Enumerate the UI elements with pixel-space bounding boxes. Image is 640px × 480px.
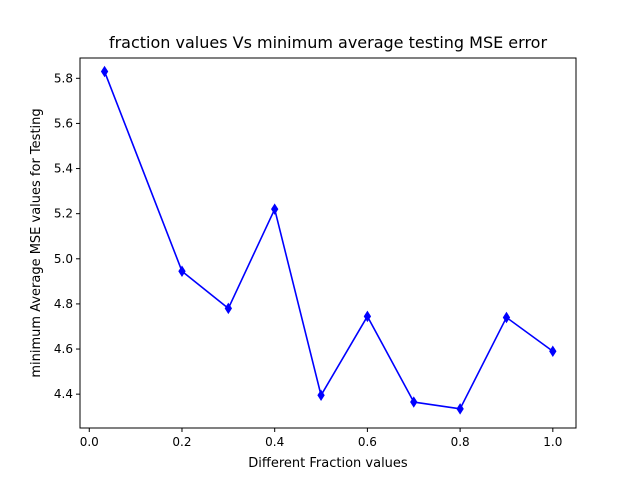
y-tick-label: 5.6	[54, 116, 73, 130]
y-tick-label: 4.4	[54, 387, 73, 401]
data-point-marker	[549, 345, 557, 358]
x-tick-label: 0.6	[358, 435, 377, 449]
data-point-marker	[178, 265, 186, 277]
data-point-marker	[363, 310, 372, 323]
data-point-marker	[456, 403, 464, 415]
y-tick-label: 5.0	[54, 252, 73, 266]
x-tick-label: 1.0	[543, 435, 562, 449]
x-tick-label: 0.2	[172, 435, 191, 449]
data-point-marker	[100, 65, 109, 78]
x-tick-label: 0.0	[80, 435, 99, 449]
data-point-marker	[502, 311, 511, 324]
data-point-marker	[224, 302, 233, 315]
data-point-marker	[410, 396, 418, 408]
data-point-marker	[317, 389, 325, 402]
x-tick-label: 0.4	[265, 435, 284, 449]
y-tick-label: 5.4	[54, 162, 73, 176]
x-axis-label: Different Fraction values	[248, 456, 408, 471]
chart-title: fraction values Vs minimum average testi…	[109, 33, 548, 52]
y-axis-label: minimum Average MSE values for Testing	[29, 108, 44, 377]
y-tick-label: 4.6	[54, 342, 73, 356]
axes-frame	[79, 57, 577, 429]
x-tick-label: 0.8	[451, 435, 470, 449]
y-tick-label: 5.2	[54, 207, 73, 221]
series-line	[103, 71, 554, 410]
y-tick-label: 5.8	[54, 71, 73, 85]
y-tick-label: 4.8	[54, 297, 73, 311]
plot-area: 0.0 0.2 0.4 0.6 0.8 1.0 4.4 4.6 4.8 5.0 5.2 5.4 5.6 5…	[54, 65, 562, 449]
data-point-marker	[271, 203, 279, 215]
